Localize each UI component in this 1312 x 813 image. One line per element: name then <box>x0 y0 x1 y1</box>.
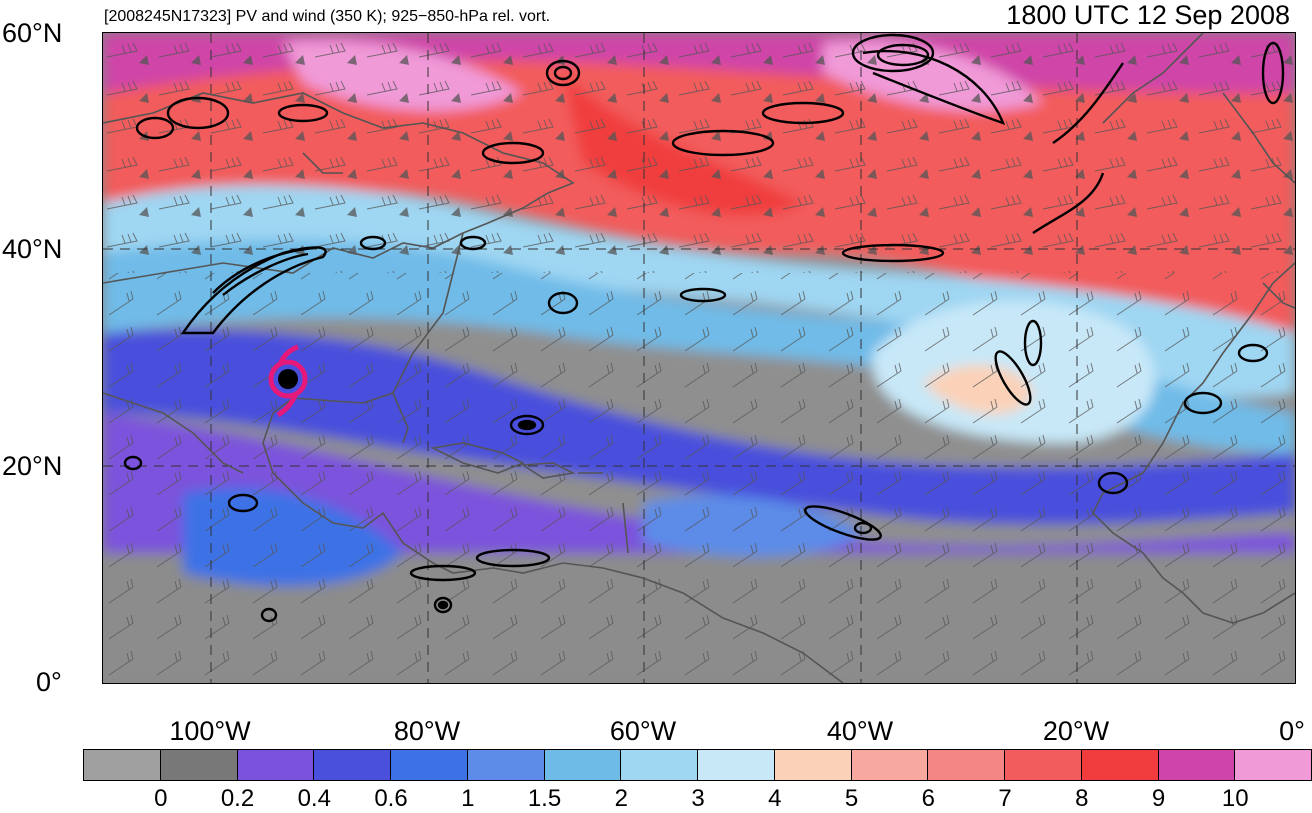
colorbar-tick-label: 8 <box>1075 785 1089 812</box>
pv-colorbar <box>83 749 1312 781</box>
colorbar-tick-label: 1 <box>461 785 475 812</box>
colorbar-swatch <box>773 749 852 781</box>
lat-tick-label: 40°N <box>2 234 63 264</box>
colorbar-swatch <box>466 749 545 781</box>
colorbar-tick-label: 1.5 <box>527 785 562 812</box>
colorbar-tick-label: 9 <box>1151 785 1166 812</box>
valid-time-label: 1800 UTC 12 Sep 2008 <box>1006 0 1290 30</box>
vorticity-contours <box>123 33 1285 623</box>
colorbar-tick-label: 4 <box>768 785 782 812</box>
colorbar-swatch <box>543 749 622 781</box>
colorbar-swatch <box>620 749 698 781</box>
colorbar-swatch <box>159 749 238 781</box>
colorbar-tick-label: 10 <box>1221 785 1249 812</box>
colorbar-swatch <box>697 749 775 781</box>
colorbar-swatch <box>927 749 1005 781</box>
colorbar-swatch <box>1234 749 1312 781</box>
colorbar-tick-label: 6 <box>921 785 935 812</box>
colorbar-tick-label: 0.6 <box>374 785 408 812</box>
colorbar-tick-label: 2 <box>614 785 628 812</box>
hurricane-icon <box>268 344 308 418</box>
colorbar-tick-label: 7 <box>998 785 1012 812</box>
lat-lon-grid <box>103 33 1295 683</box>
colorbar-swatch <box>1157 749 1236 781</box>
lon-tick-label: 80°W <box>393 716 461 746</box>
lat-tick-label: 60°N <box>2 18 63 48</box>
map-title: [2008245N17323] PV and wind (350 K); 925… <box>104 8 551 25</box>
colorbar-tick-label: 5 <box>844 785 859 812</box>
lat-tick-label: 20°N <box>2 451 63 481</box>
colorbar-swatch <box>850 749 929 781</box>
colorbar-tick-label: 0.2 <box>220 785 255 812</box>
lon-tick-label: 40°W <box>826 716 894 746</box>
colorbar-swatch <box>390 749 468 781</box>
lat-tick-label: 0° <box>36 667 62 697</box>
map-canvas <box>103 33 1295 683</box>
pv-wind-map <box>102 32 1296 684</box>
colorbar-tick-label: 3 <box>691 785 705 812</box>
colorbar-tick-label: 0 <box>154 785 168 812</box>
colorbar-swatch <box>1004 749 1082 781</box>
colorbar-swatch <box>236 749 315 781</box>
lon-tick-label: 100°W <box>169 716 251 746</box>
colorbar-swatch <box>1080 749 1159 781</box>
colorbar-tick-label: 0.4 <box>297 785 331 812</box>
lon-tick-label: 0° <box>1279 716 1305 746</box>
lon-tick-label: 60°W <box>609 716 677 746</box>
lon-tick-label: 20°W <box>1042 716 1110 746</box>
colorbar-swatch <box>313 749 391 781</box>
colorbar-swatch <box>83 749 161 781</box>
